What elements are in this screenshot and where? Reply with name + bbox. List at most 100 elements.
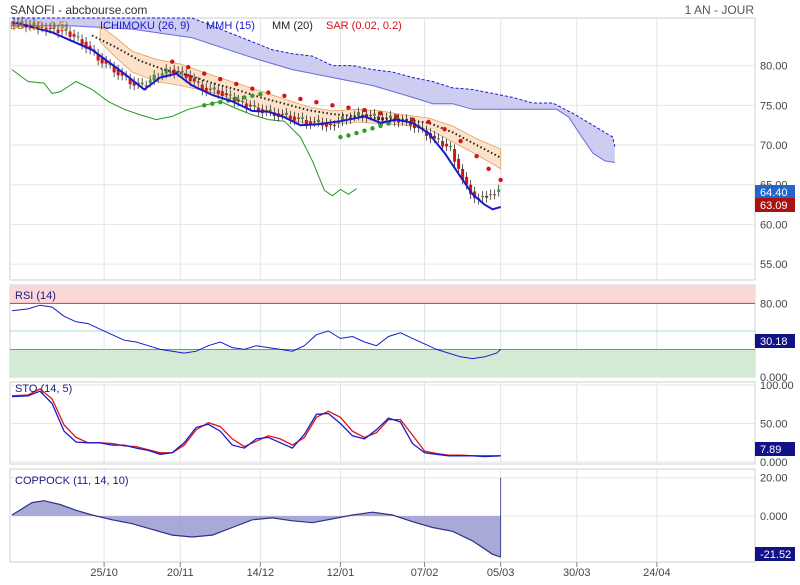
candle-down bbox=[48, 28, 52, 30]
last-close-badge: 64.40 bbox=[760, 187, 788, 199]
price-tick-label: 80.00 bbox=[760, 61, 788, 73]
rsi-oversold-zone bbox=[10, 349, 755, 377]
candle-down bbox=[324, 122, 328, 127]
rsi-value-badge-bg bbox=[755, 334, 795, 348]
candle-up bbox=[240, 100, 244, 102]
candle-down bbox=[12, 21, 16, 26]
price-tick-label: 60.00 bbox=[760, 219, 788, 231]
candle-up bbox=[152, 74, 156, 81]
candle-down bbox=[84, 41, 88, 49]
candle-down bbox=[40, 26, 44, 28]
rsi-overbought-zone bbox=[10, 285, 755, 304]
x-tick-label: 12/01 bbox=[327, 567, 355, 579]
candle-down bbox=[56, 29, 60, 33]
sar-dot bbox=[498, 177, 503, 183]
price-tick-label: 70.00 bbox=[760, 140, 788, 152]
candle-up bbox=[449, 146, 453, 148]
candle-down bbox=[280, 114, 284, 116]
sto-tick-label: 0.000 bbox=[760, 457, 788, 469]
sar-dot-up bbox=[210, 101, 215, 106]
sar-dot bbox=[362, 107, 367, 113]
candle-down bbox=[104, 60, 108, 64]
x-tick-label: 20/11 bbox=[167, 567, 194, 579]
sar-dot bbox=[218, 76, 223, 82]
candle-down bbox=[88, 45, 92, 50]
candle-up bbox=[32, 23, 36, 26]
candle-up bbox=[252, 105, 256, 107]
candle-down bbox=[445, 143, 449, 147]
candle-down bbox=[425, 130, 429, 136]
sar-dot-up bbox=[370, 126, 375, 131]
x-tick-label: 30/03 bbox=[563, 567, 591, 579]
candle-down bbox=[112, 66, 116, 73]
candle-down bbox=[188, 75, 192, 82]
sar-dot bbox=[442, 126, 447, 132]
candle-down bbox=[144, 85, 148, 87]
ichimoku-span-a bbox=[12, 17, 616, 147]
legend-item: BB (10, 0.5) bbox=[10, 20, 69, 32]
candle-down bbox=[248, 105, 252, 107]
x-tick-label: 14/12 bbox=[247, 567, 275, 579]
coppock-tick-label: 20.00 bbox=[760, 473, 788, 485]
candle-down bbox=[192, 78, 196, 82]
period-label[interactable]: 1 AN - JOUR bbox=[685, 3, 755, 17]
x-tick-label: 07/02 bbox=[411, 567, 439, 579]
legend-item: SAR (0.02, 0.2) bbox=[326, 20, 402, 32]
sar-dot bbox=[186, 65, 191, 70]
candle-down bbox=[292, 116, 296, 121]
candle-down bbox=[308, 121, 312, 125]
sar-dot bbox=[250, 86, 255, 91]
sar-dot bbox=[282, 93, 287, 99]
sar-dot bbox=[474, 153, 479, 159]
candle-up bbox=[64, 28, 68, 31]
legend-item: MMH (15) bbox=[206, 20, 255, 32]
candle-down bbox=[256, 107, 260, 113]
sar-dot bbox=[234, 81, 239, 87]
sar-dot bbox=[314, 99, 319, 105]
candle-down bbox=[196, 81, 200, 83]
sar-dot-up bbox=[346, 133, 351, 138]
sto-value-badge: 7.89 bbox=[760, 444, 781, 456]
sar-dot-up bbox=[218, 99, 223, 105]
sto-d-line bbox=[11, 388, 501, 457]
candle-down bbox=[96, 53, 100, 61]
candle-down bbox=[44, 27, 48, 31]
legend-item: ICHIMOKU (26, 9) bbox=[100, 20, 190, 32]
candle-up bbox=[20, 21, 24, 24]
candle-down bbox=[433, 135, 437, 139]
sar-dot-up bbox=[234, 96, 239, 102]
candle-down bbox=[441, 141, 445, 147]
candle-down bbox=[288, 115, 292, 120]
candle-up bbox=[148, 80, 152, 83]
candle-down bbox=[236, 99, 240, 102]
candle-down bbox=[208, 88, 212, 90]
candle-up bbox=[356, 112, 360, 116]
candle-up bbox=[481, 195, 485, 198]
price-panel bbox=[9, 17, 756, 281]
rsi-line bbox=[11, 304, 502, 360]
candle-up bbox=[389, 115, 393, 119]
candle-down bbox=[128, 78, 132, 85]
candle-down bbox=[224, 93, 228, 96]
candle-down bbox=[72, 34, 76, 37]
candle-up bbox=[372, 113, 376, 116]
sar-dot-up bbox=[202, 103, 207, 108]
last-close-badge-bg bbox=[755, 185, 795, 199]
candle-down bbox=[216, 90, 220, 94]
candle-up bbox=[284, 112, 288, 115]
candle-down bbox=[168, 71, 172, 73]
candle-down bbox=[28, 24, 32, 26]
sto-tick-label: 50.00 bbox=[760, 419, 788, 431]
sto-title: STO (14, 5) bbox=[15, 383, 72, 395]
sar-dot bbox=[298, 96, 303, 102]
candle-down bbox=[453, 149, 457, 162]
coppock-line bbox=[11, 500, 501, 558]
candle-down bbox=[409, 121, 413, 126]
rsi-tick-label: 80.00 bbox=[760, 298, 788, 310]
chart-title: SANOFI - abcbourse.com bbox=[10, 3, 147, 17]
candle-up bbox=[489, 194, 493, 196]
coppock-tick-label: 0.000 bbox=[760, 511, 788, 523]
sar-dot bbox=[202, 71, 207, 76]
sar-dot-up bbox=[362, 128, 367, 133]
